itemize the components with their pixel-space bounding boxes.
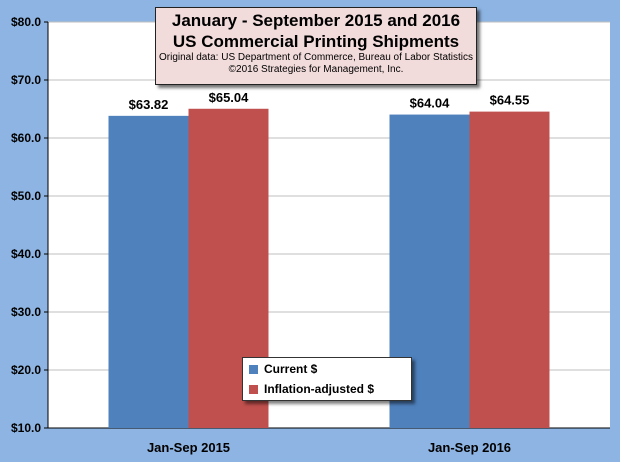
y-tick-label: $50.0 bbox=[11, 189, 41, 203]
y-tick-label: $30.0 bbox=[11, 305, 41, 319]
y-tick-label: $40.0 bbox=[11, 247, 41, 261]
chart-title: January - September 2015 and 2016 bbox=[171, 11, 461, 30]
data-label-current: $63.82 bbox=[129, 97, 169, 112]
bar-current bbox=[108, 115, 189, 429]
y-tick-label: $60.0 bbox=[11, 131, 41, 145]
data-label-inflation-adjusted: $65.04 bbox=[209, 90, 250, 105]
chart-title-box: January - September 2015 and 2016 US Com… bbox=[155, 7, 477, 85]
legend-swatch-inflation-adjusted bbox=[249, 384, 258, 394]
legend-item-current: Current $ bbox=[243, 360, 411, 378]
data-label-inflation-adjusted: $64.55 bbox=[490, 93, 530, 108]
source-note: Original data: US Department of Commerce… bbox=[158, 52, 474, 63]
x-tick-label: Jan-Sep 2016 bbox=[428, 440, 511, 455]
legend-label-current: Current $ bbox=[264, 362, 318, 376]
y-tick-label: $80.0 bbox=[11, 15, 41, 29]
bar-inflation-adjusted bbox=[469, 111, 550, 429]
data-label-current: $64.04 bbox=[410, 96, 451, 111]
y-tick-label: $10.0 bbox=[11, 421, 41, 435]
copyright-note: ©2016 Strategies for Management, Inc. bbox=[228, 64, 404, 75]
y-tick-label: $20.0 bbox=[11, 363, 41, 377]
legend-item-inflation-adjusted: Inflation-adjusted $ bbox=[243, 380, 411, 398]
legend-swatch-current bbox=[249, 364, 258, 374]
legend: Current $ Inflation-adjusted $ bbox=[242, 357, 412, 401]
chart-subtitle: US Commercial Printing Shipments bbox=[172, 32, 460, 51]
legend-label-inflation-adjusted: Inflation-adjusted $ bbox=[264, 382, 375, 396]
x-tick-label: Jan-Sep 2015 bbox=[147, 440, 230, 455]
y-tick-label: $70.0 bbox=[11, 73, 41, 87]
